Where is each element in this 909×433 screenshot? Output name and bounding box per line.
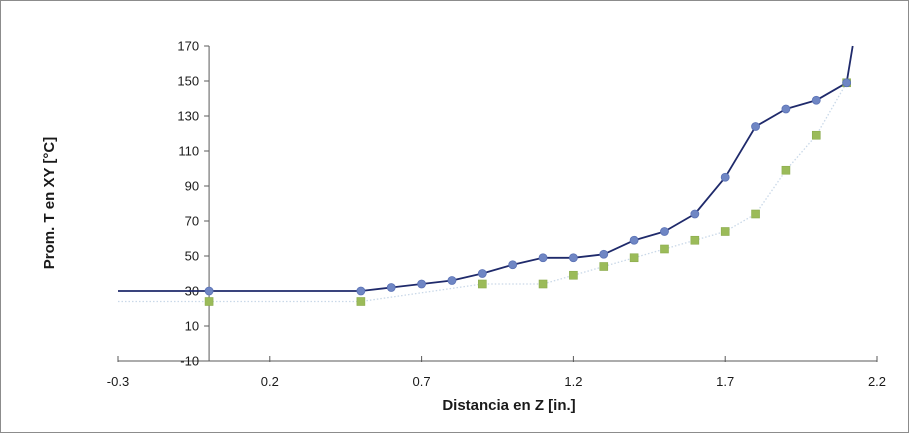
series-1-point [569,253,578,263]
y-tick-label: 90 [185,179,199,194]
y-tick-label: -10 [180,354,199,369]
series-1-point [386,283,396,292]
y-tick-label: 150 [177,74,199,89]
y-axis-title: Prom. T en XY [°C] [41,137,58,269]
series-1-point [660,227,669,236]
y-tick-label: 10 [185,319,199,334]
x-tick-label: -0.3 [107,374,129,389]
series-2-point [356,297,366,306]
series-2-point [690,235,700,245]
series-1-point [751,122,760,131]
x-tick-label: 0.2 [261,374,279,389]
y-tick-label: 130 [177,109,199,124]
y-tick-label: 110 [178,144,199,159]
series-1-point [720,172,730,182]
series-2-point [204,297,214,306]
x-tick-label: 1.7 [716,374,734,389]
series-1-point [447,276,457,285]
series-1-point [781,104,791,114]
x-axis-title: Distancia en Z [in.] [442,397,575,414]
y-tick-label: 70 [185,214,199,229]
series-1-point [811,95,821,105]
series-1-line [118,45,854,292]
x-tick-label: 2.2 [868,374,886,389]
series-1-point [477,269,487,278]
series-2-point [569,270,578,280]
series-2-point [781,165,791,175]
series-2-point [599,262,609,271]
x-tick-label: 1.2 [564,374,582,389]
series-1-point [538,253,548,263]
series-layer [118,45,854,306]
y-tick-label: 50 [185,249,199,264]
series-2-point [811,130,821,140]
series-1-point [417,279,427,289]
series-2-point [660,244,669,254]
series-1-point [508,260,518,270]
series-1-point [842,78,852,88]
series-2-line [118,82,848,303]
series-2-point [629,253,639,263]
series-2-point [720,227,730,236]
y-tick-label: 170 [177,39,199,54]
series-2-point [538,279,548,289]
series-1-point [629,235,639,245]
series-1-point [599,249,609,259]
x-tick-label: 0.7 [413,374,431,389]
series-1-point [204,286,214,296]
series-1-point [690,209,700,219]
series-1-point [356,286,366,296]
series-2-point [478,279,487,289]
series-2-point [751,209,760,219]
